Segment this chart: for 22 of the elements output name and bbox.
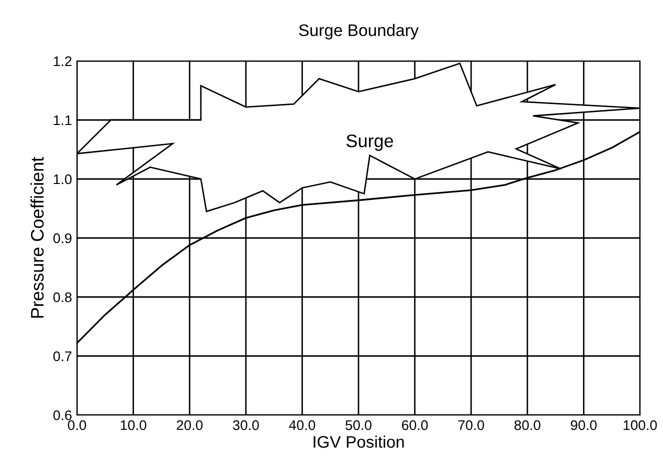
x-tick-label: 40.0	[289, 420, 316, 430]
x-axis-title: IGV Position	[314, 436, 404, 448]
x-tick-label: 80.0	[514, 420, 540, 430]
x-tick-label: 30.0	[232, 420, 259, 430]
x-tick-label: 0.0	[68, 420, 86, 430]
y-axis-title: Pressure Coefficient	[30, 157, 44, 318]
y-tick-label: 1.0	[54, 174, 72, 184]
y-tick-label: 0.6	[53, 410, 72, 420]
y-tick-label: 0.8	[53, 292, 72, 302]
x-tick-label: 90.0	[570, 420, 597, 430]
x-tick-label: 100.0	[624, 420, 657, 430]
x-tick-label: 60.0	[402, 420, 428, 430]
y-tick-label: 0.9	[53, 233, 72, 244]
y-tick-label: 1.1	[54, 115, 72, 126]
y-tick-label: 0.7	[53, 351, 72, 362]
y-tick-label: 1.2	[54, 56, 72, 66]
x-tick-label: 20.0	[176, 420, 203, 430]
chart-title: Surge Boundary	[299, 24, 419, 40]
x-tick-label: 10.0	[120, 420, 146, 430]
x-tick-label: 70.0	[458, 420, 484, 430]
x-tick-label: 50.0	[346, 420, 372, 430]
annotation: Surge	[346, 134, 394, 151]
